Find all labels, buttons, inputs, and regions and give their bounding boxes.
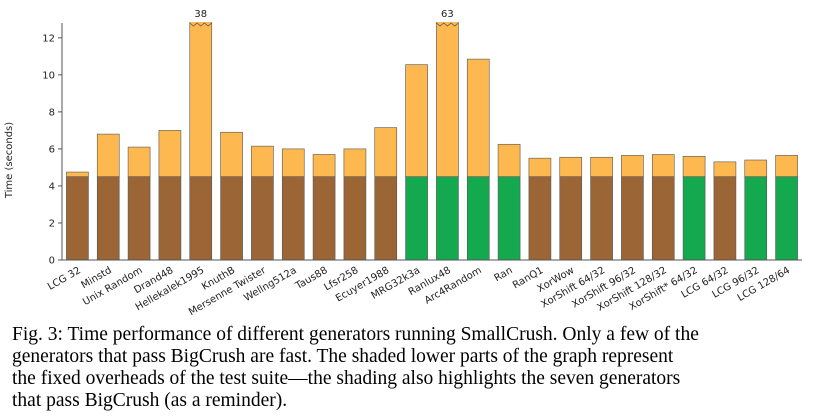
bar-segment: [343, 148, 367, 177]
bar-segment: [744, 176, 768, 261]
bar-segment: [281, 176, 305, 261]
bar-segment: [374, 176, 398, 261]
bar-segment: [436, 176, 459, 261]
x-tick-label: LCG 32: [46, 265, 83, 293]
bar-segment: [312, 154, 336, 177]
y-tick-label: 0: [49, 256, 55, 267]
bar-segment: [559, 176, 583, 261]
bar-segment: [590, 156, 613, 177]
bar-segment: [775, 176, 798, 261]
break-mark: [436, 22, 459, 27]
bar-segment: [251, 145, 274, 177]
bar-segment: [621, 155, 644, 177]
break-mark: [189, 22, 213, 27]
y-tick-label: 8: [49, 107, 55, 118]
bar-segment: [436, 22, 459, 177]
bar-segment: [189, 176, 213, 261]
bar-segment: [374, 127, 398, 177]
bar-segment: [66, 171, 89, 177]
bar-segment: [405, 176, 428, 261]
bar-segment: [281, 148, 305, 177]
y-tick-label: 10: [42, 70, 55, 81]
bar-segment: [651, 154, 675, 177]
bar-segment: [251, 176, 274, 261]
bar-segment: [682, 176, 706, 261]
bar-segment: [466, 58, 490, 177]
bar-segment: [466, 176, 490, 261]
caption-line: the fixed overheads of the test suite—th…: [12, 368, 680, 389]
caption-line: Fig. 3: Time performance of different ge…: [12, 324, 699, 345]
caption-line: that pass BigCrush (as a reminder).: [12, 390, 287, 411]
bar-segment: [189, 22, 213, 177]
y-tick-label: 4: [49, 181, 55, 192]
bar-segment: [651, 176, 675, 261]
y-tick-label: 12: [42, 33, 55, 44]
bar-segment: [775, 155, 798, 177]
bar-segment: [559, 156, 583, 177]
caption-line: generators that pass BigCrush are fast. …: [12, 346, 674, 367]
bar-segment: [343, 176, 367, 261]
bar-segment: [528, 176, 552, 261]
bar-segment: [96, 133, 120, 177]
bar-segment: [96, 176, 120, 261]
bar-segment: [713, 161, 737, 177]
plot-area: [66, 22, 798, 261]
bar-segment: [682, 156, 706, 177]
bar-segment: [312, 176, 336, 261]
y-axis-label: Time (seconds): [4, 122, 15, 199]
bar-segment: [713, 176, 737, 261]
bar-segment: [220, 131, 243, 177]
bar-segment: [528, 157, 552, 177]
bar-segment: [158, 176, 182, 261]
bar-segment: [220, 176, 243, 261]
bar-segment: [497, 143, 521, 177]
y-tick-label: 2: [49, 218, 55, 229]
bar-segment: [158, 130, 182, 177]
bar-segment: [405, 64, 428, 177]
bar-segment: [590, 176, 613, 261]
y-tick-label: 6: [49, 144, 55, 155]
bar-segment: [497, 176, 521, 261]
bar-segment: [621, 176, 644, 261]
bar-segment: [744, 159, 768, 177]
bar-segment: [127, 146, 151, 177]
break-value-label: 38: [194, 9, 207, 20]
bar-segment: [66, 176, 89, 261]
bar-segment: [127, 176, 151, 261]
break-value-label: 63: [441, 9, 454, 20]
